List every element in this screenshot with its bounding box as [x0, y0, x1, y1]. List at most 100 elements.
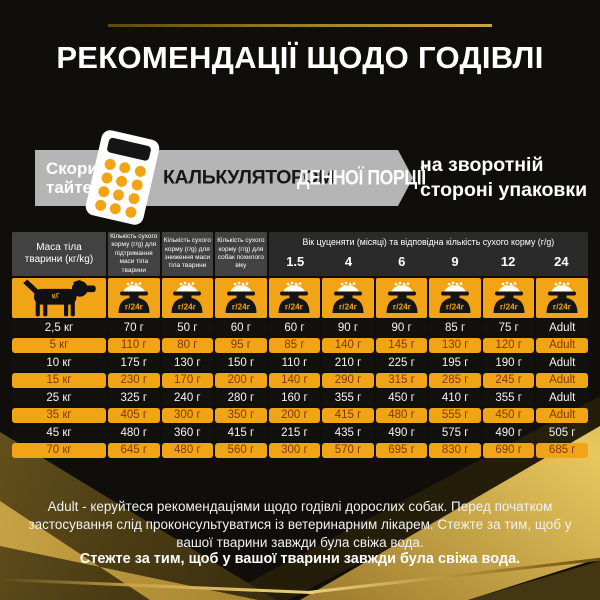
row-value: Adult	[536, 337, 588, 353]
row-value: 200 г	[215, 372, 267, 388]
svg-text:г/24г: г/24г	[500, 303, 519, 312]
row-value: 80 г	[161, 337, 214, 353]
bowl-icon-cell: г/24г	[536, 278, 588, 318]
row-value: 170 г	[161, 372, 214, 388]
row-value: 60 г	[284, 321, 305, 334]
row-value: 90 г	[337, 321, 359, 334]
row-weight: 70 кг	[12, 442, 106, 458]
portion-word: ДЕННОЇ ПОРЦІЇ	[297, 165, 426, 190]
row-value: 290 г	[322, 372, 374, 388]
row-value: 480 г	[375, 407, 428, 423]
bowl-icon-cell: г/24г	[215, 278, 267, 318]
svg-text:г/24г: г/24г	[125, 303, 144, 312]
back-label-line2: стороні упаковки	[420, 179, 588, 201]
food-bowl-icon: г/24г	[118, 281, 150, 313]
row-value: 85 г	[445, 321, 466, 334]
food-bowl-icon: г/24г	[171, 281, 203, 313]
food-bowl-icon: г/24г	[386, 281, 418, 313]
bowl-icon-cell: г/24г	[375, 278, 428, 318]
back-of-pack-label: на зворотній стороні упаковки	[420, 153, 587, 203]
age-span-text: Вік цуценяти (місяці) та відповідна кіль…	[302, 237, 555, 247]
row-value: 645 г	[108, 442, 160, 458]
row-value: 145 г	[375, 337, 428, 353]
row-value: 150 г	[227, 356, 255, 369]
bowl-icon-cell: г/24г	[482, 278, 535, 318]
row-value: Adult	[549, 391, 576, 404]
food-bowl-icon: г/24г	[546, 281, 578, 313]
row-value: 410 г	[441, 391, 469, 404]
row-value: 480 г	[120, 426, 148, 439]
row-weight: 25 кг	[46, 391, 72, 404]
row-weight: 45 кг	[46, 426, 72, 439]
calculator-word: КАЛЬКУЛЯТОРОМ	[163, 166, 334, 189]
row-value: 190 г	[495, 356, 522, 369]
row-value: 360 г	[174, 426, 201, 439]
svg-text:г/24г: г/24г	[392, 303, 411, 312]
row-value: 130 г	[429, 337, 481, 353]
row-weight: 35 кг	[12, 407, 106, 423]
row-value: 415 г	[227, 426, 255, 439]
title-gold-rule	[108, 24, 492, 27]
page-title: РЕКОМЕНДАЦІЇ ЩОДО ГОДІВЛІ	[56, 40, 544, 75]
row-value: 830 г	[429, 442, 481, 458]
row-value: 325 г	[120, 391, 148, 404]
row-value: 70 г	[123, 321, 144, 334]
row-value: 690 г	[482, 442, 535, 458]
row-value: 215 г	[281, 426, 308, 439]
food-bowl-icon: г/24г	[439, 281, 471, 313]
row-value: 175 г	[120, 356, 148, 369]
row-value: 140 г	[268, 372, 321, 388]
calculator-screen	[106, 137, 152, 162]
row-value: 685 г	[536, 442, 588, 458]
row-value: 505 г	[548, 426, 576, 439]
row-value: Adult	[549, 356, 576, 369]
header-senior: Кількість сухого корму (г/g) для собак п…	[215, 232, 267, 276]
header-mass: Маса тіла тварини (кг/kg)	[12, 232, 106, 276]
row-value: 50 г	[177, 321, 198, 334]
dog-weight-icon-cell: КГ	[12, 278, 106, 318]
row-value: 570 г	[322, 442, 374, 458]
row-value: 350 г	[215, 407, 267, 423]
row-value: Adult	[536, 372, 588, 388]
age-1-5: 1.5	[286, 254, 305, 269]
row-value: 315 г	[375, 372, 428, 388]
row-weight: 5 кг	[12, 337, 106, 353]
row-weight: 2,5 кг	[44, 321, 74, 334]
row-value: 75 г	[498, 321, 519, 334]
age-numbers: 1.5 4 6 9 12 24	[269, 247, 588, 276]
row-value: 200 г	[268, 407, 321, 423]
bowl-icon-cell: г/24г	[429, 278, 481, 318]
row-value: 90 г	[391, 321, 412, 334]
food-bowl-icon: г/24г	[493, 281, 525, 313]
row-value: Adult	[549, 321, 576, 334]
calculator-buttons	[94, 157, 147, 219]
row-value: 450 г	[482, 407, 535, 423]
row-value: 110 г	[281, 356, 308, 369]
svg-text:г/24г: г/24г	[339, 303, 358, 312]
header-age-span: Вік цуценяти (місяці) та відповідна кіль…	[268, 232, 588, 276]
row-value: 435 г	[334, 426, 362, 439]
row-value: 245 г	[482, 372, 535, 388]
row-value: 140 г	[322, 337, 374, 353]
row-value: 195 г	[441, 356, 469, 369]
row-value: 210 г	[334, 356, 362, 369]
row-value: 300 г	[268, 442, 321, 458]
row-value: 415 г	[322, 407, 374, 423]
age-6: 6	[398, 254, 406, 269]
svg-text:г/24г: г/24г	[553, 303, 572, 312]
row-value: 490 г	[495, 426, 522, 439]
row-value: 95 г	[215, 337, 267, 353]
food-bowl-icon: г/24г	[225, 281, 257, 313]
row-value: 480 г	[161, 442, 214, 458]
age-9: 9	[451, 254, 459, 269]
row-value: 450 г	[388, 391, 415, 404]
svg-text:г/24г: г/24г	[232, 303, 251, 312]
row-value: 110 г	[108, 337, 160, 353]
row-value: 230 г	[108, 372, 160, 388]
dog-icon: КГ	[23, 279, 96, 317]
row-value: 405 г	[108, 407, 160, 423]
bowl-icon-cell: г/24г	[161, 278, 214, 318]
feeding-table: Маса тіла тварини (кг/kg) Кількість сухо…	[12, 232, 588, 458]
row-value: 280 г	[227, 391, 255, 404]
header-maintain: Кількість сухого корму (г/g) для підтрим…	[108, 232, 160, 276]
